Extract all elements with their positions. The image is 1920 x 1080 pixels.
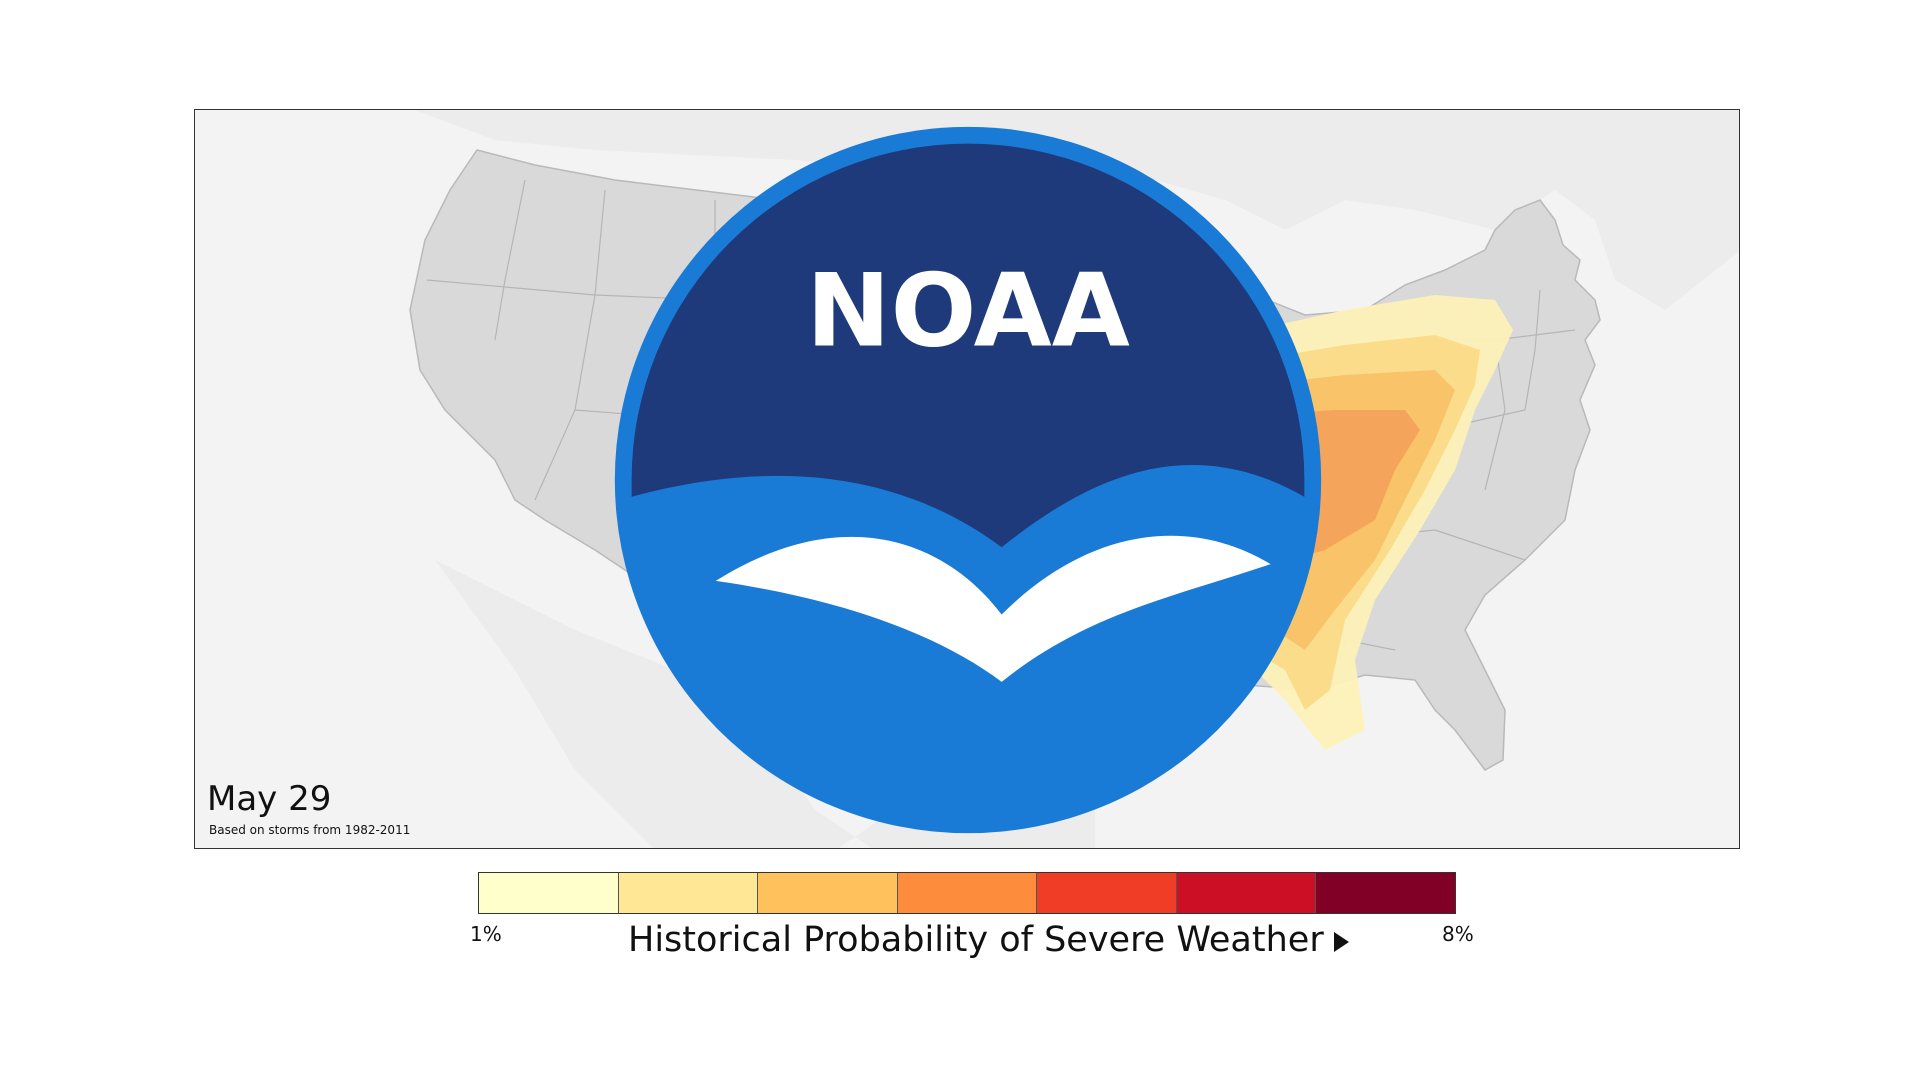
canada-land <box>415 110 1739 310</box>
noaa-logo-icon: NOAA <box>614 126 1322 834</box>
legend-swatch <box>1175 873 1316 913</box>
legend-swatch <box>896 873 1037 913</box>
source-note: Based on storms from 1982-2011 <box>209 823 411 837</box>
legend-swatch <box>617 873 758 913</box>
noaa-logo-text: NOAA <box>806 251 1130 369</box>
legend-title: Historical Probability of Severe Weather <box>628 920 1324 960</box>
map-panel: May 29 Based on storms from 1982-2011 NO… <box>194 109 1740 849</box>
legend-min-label: 1% <box>470 922 502 946</box>
legend-swatch <box>757 873 897 913</box>
legend-swatch <box>479 873 618 913</box>
date-label: May 29 <box>207 779 332 819</box>
legend-swatch <box>1036 873 1176 913</box>
legend-color-bar <box>478 872 1456 914</box>
legend-title-group[interactable]: Historical Probability of Severe Weather <box>628 920 1349 960</box>
legend-max-label: 8% <box>1442 922 1474 946</box>
play-icon[interactable] <box>1333 932 1349 952</box>
legend-swatch <box>1315 873 1456 913</box>
